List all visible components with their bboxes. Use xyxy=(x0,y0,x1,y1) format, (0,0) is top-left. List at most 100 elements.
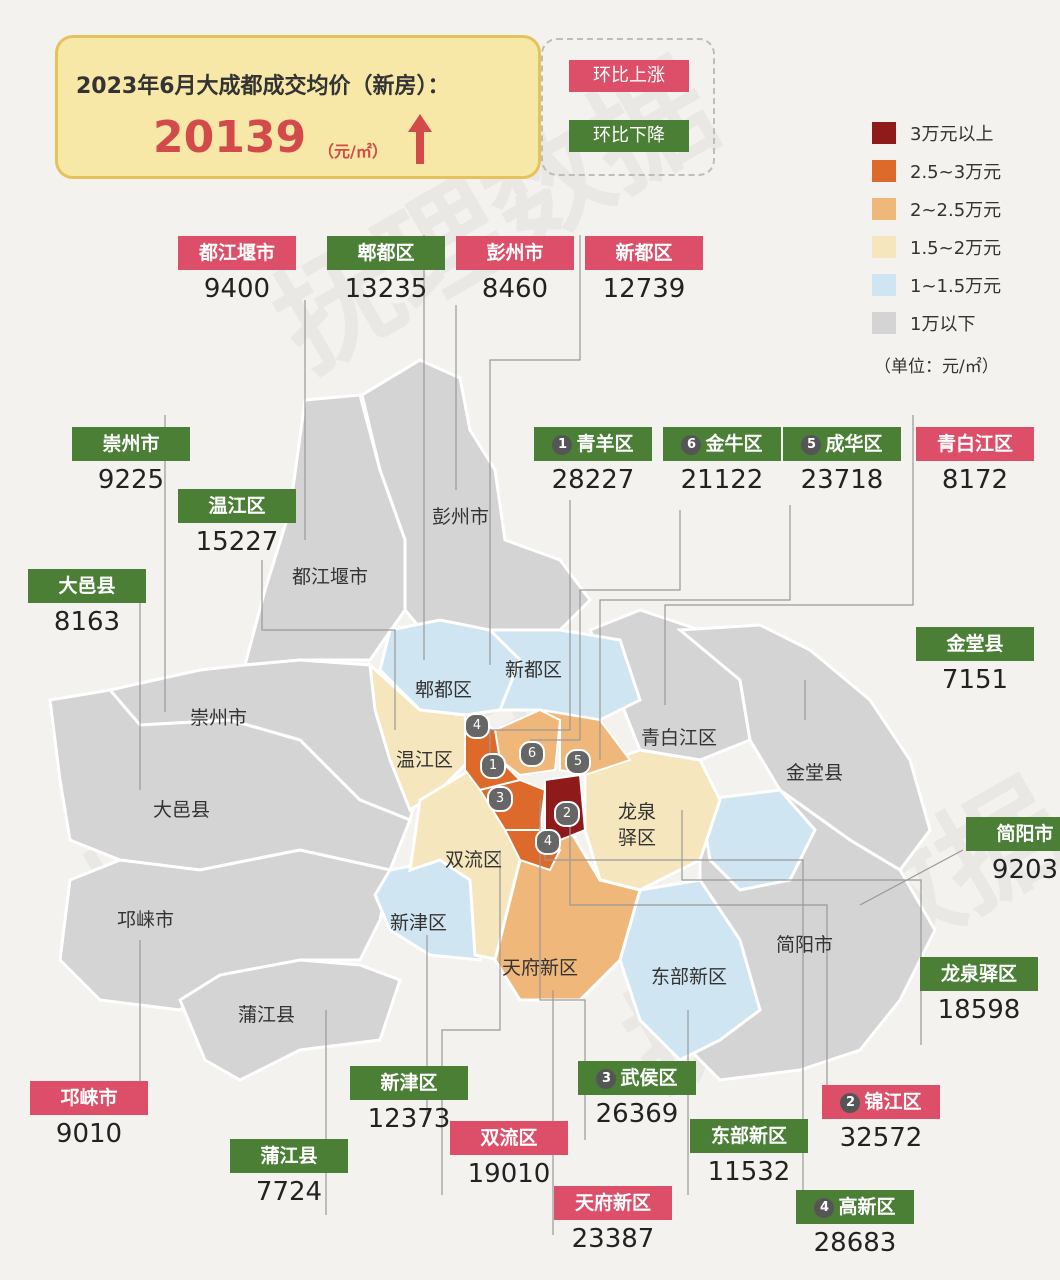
district-name-tag: 3 武侯区 xyxy=(578,1061,696,1095)
district-price: 11532 xyxy=(707,1157,791,1187)
district-price: 28683 xyxy=(813,1228,897,1258)
region-jintang xyxy=(676,623,932,872)
region-qionglai xyxy=(58,848,392,1012)
district-name: 新津区 xyxy=(380,1072,438,1094)
map-label-tianfu: 天府新区 xyxy=(502,957,579,979)
map-label-longquanyi-1: 龙泉 xyxy=(618,801,657,823)
district-name: 东部新区 xyxy=(710,1125,787,1147)
map-label-dujiangyan: 都江堰市 xyxy=(292,566,369,588)
district-price: 8172 xyxy=(941,465,1009,495)
district-pin: 温江区 15227 xyxy=(178,489,306,557)
district-name: 青白江区 xyxy=(936,433,1013,455)
district-pin: 龙泉驿区 18598 xyxy=(920,957,1048,1025)
map-label-pujiang: 蒲江县 xyxy=(238,1004,296,1026)
map-label-qingbaijiang: 青白江区 xyxy=(641,727,718,749)
district-pin: 1 青羊区 28227 xyxy=(534,427,662,495)
district-pin: 天府新区 23387 xyxy=(554,1186,682,1254)
district-name-tag: 蒲江县 xyxy=(230,1139,348,1173)
legend-up-tag: 环比上涨 xyxy=(569,60,689,92)
district-name-tag: 彭州市 xyxy=(456,236,574,270)
map-marker-5: 5 xyxy=(565,749,591,775)
district-number-badge: 1 xyxy=(552,434,573,455)
district-name: 大邑县 xyxy=(58,575,116,597)
district-price: 28227 xyxy=(551,465,635,495)
map-label-jintang: 金堂县 xyxy=(786,762,844,784)
map-marker-4: 4 xyxy=(464,713,490,739)
district-name: 邛崃市 xyxy=(60,1087,118,1109)
district-pin: 都江堰市 9400 xyxy=(178,236,306,304)
map-label-xindu: 新都区 xyxy=(505,659,563,681)
district-price: 19010 xyxy=(467,1159,551,1189)
scale-label: 1万以下 xyxy=(910,314,976,335)
district-pin: 崇州市 9225 xyxy=(72,427,200,495)
district-name-tag: 4 高新区 xyxy=(796,1190,914,1224)
district-number-badge: 5 xyxy=(801,434,822,455)
map-label-pidu: 郫都区 xyxy=(415,679,473,701)
map-label-xinjin: 新津区 xyxy=(390,912,448,934)
district-name: 天府新区 xyxy=(574,1192,651,1214)
map-marker-4: 4 xyxy=(535,829,561,855)
district-price: 13235 xyxy=(344,274,428,304)
district-pin: 金堂县 7151 xyxy=(916,627,1044,695)
scale-row: 2.5~3万元 xyxy=(872,152,1001,190)
map-marker-1: 1 xyxy=(480,753,506,779)
district-name: 简阳市 xyxy=(996,823,1054,845)
district-name-tag: 新都区 xyxy=(585,236,703,270)
district-name: 蒲江县 xyxy=(260,1145,318,1167)
scale-row: 3万元以上 xyxy=(872,114,1001,152)
district-name: 郫都区 xyxy=(357,242,415,264)
district-name-tag: 东部新区 xyxy=(690,1119,808,1153)
district-name-tag: 大邑县 xyxy=(28,569,146,603)
map-label-qionglai: 邛崃市 xyxy=(117,909,175,931)
scale-swatch xyxy=(872,198,896,220)
scale-row: 1万以下 xyxy=(872,304,1001,342)
district-name: 双流区 xyxy=(480,1127,538,1149)
district-price: 26369 xyxy=(595,1099,679,1129)
district-price: 9225 xyxy=(97,465,165,495)
region-tianfu xyxy=(493,828,642,1002)
district-name-tag: 郫都区 xyxy=(327,236,445,270)
district-price: 7724 xyxy=(255,1177,323,1207)
map-label-longquanyi-2: 驿区 xyxy=(618,827,657,849)
district-name: 青羊区 xyxy=(576,433,634,455)
district-price: 9400 xyxy=(203,274,271,304)
district-number-badge: 3 xyxy=(596,1068,617,1089)
scale-swatch xyxy=(872,312,896,334)
district-pin: 新都区 12739 xyxy=(585,236,713,304)
district-name: 锦江区 xyxy=(864,1091,922,1113)
district-pin: 青白江区 8172 xyxy=(916,427,1044,495)
district-name-tag: 2 锦江区 xyxy=(822,1085,940,1119)
district-pin: 新津区 12373 xyxy=(350,1066,478,1134)
summary-header: 2023年6月大成都成交均价（新房）： 20139 （元/㎡） xyxy=(55,35,541,179)
scale-label: 2~2.5万元 xyxy=(910,200,1002,221)
price-scale-legend: 3万元以上 2.5~3万元 2~2.5万元 1.5~2万元 1~1.5万元 1万以下 xyxy=(872,114,1001,342)
district-name-tag: 5 成华区 xyxy=(783,427,901,461)
scale-row: 1.5~2万元 xyxy=(872,228,1001,266)
district-pin: 简阳市 9203 xyxy=(966,817,1060,885)
district-price: 32572 xyxy=(839,1123,923,1153)
district-price: 12739 xyxy=(602,274,686,304)
unit-note: （单位：元/㎡） xyxy=(874,357,999,377)
scale-swatch xyxy=(872,122,896,144)
district-name: 成华区 xyxy=(825,433,883,455)
district-pin: 6 金牛区 21122 xyxy=(663,427,791,495)
scale-swatch xyxy=(872,274,896,296)
district-price: 12373 xyxy=(367,1104,451,1134)
district-name: 龙泉驿区 xyxy=(940,963,1017,985)
district-pin: 2 锦江区 32572 xyxy=(822,1085,950,1153)
district-price: 7151 xyxy=(941,665,1009,695)
map-label-wenjiang: 温江区 xyxy=(396,749,454,771)
district-name: 高新区 xyxy=(838,1196,896,1218)
map-label-pengzhou: 彭州市 xyxy=(432,506,490,528)
district-name-tag: 温江区 xyxy=(178,489,296,523)
map-label-chongzhou: 崇州市 xyxy=(190,707,248,729)
map-marker-2: 2 xyxy=(554,801,580,827)
district-name-tag: 双流区 xyxy=(450,1121,568,1155)
district-price: 23718 xyxy=(800,465,884,495)
header-title: 2023年6月大成都成交均价（新房）： xyxy=(76,74,450,99)
district-name: 金牛区 xyxy=(705,433,763,455)
district-name-tag: 6 金牛区 xyxy=(663,427,781,461)
district-name-tag: 青白江区 xyxy=(916,427,1034,461)
map-label-dongbu: 东部新区 xyxy=(651,966,728,988)
